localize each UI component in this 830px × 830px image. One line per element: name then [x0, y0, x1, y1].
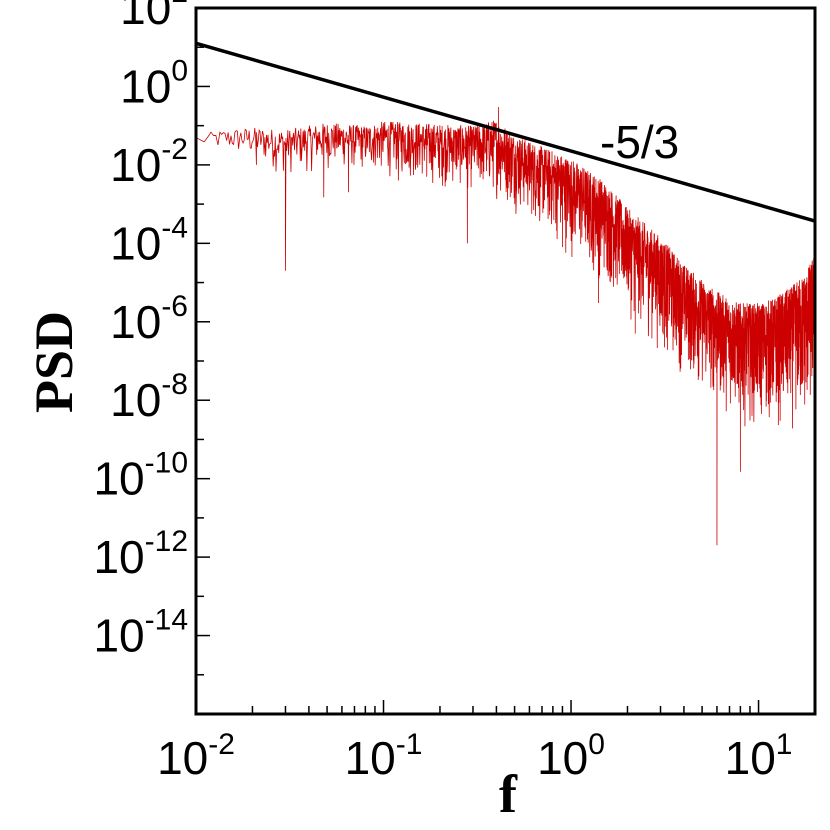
y-tick-exponent: -4: [161, 211, 188, 244]
x-tick-label: 100: [537, 728, 605, 784]
x-tick-exponent: 0: [588, 728, 605, 761]
y-tick-exponent: -2: [161, 133, 188, 166]
y-tick-label: 10-12: [93, 525, 188, 583]
x-tick-labels: 10-2 10-1 100 101: [157, 728, 792, 784]
y-tick-label: 10-2: [110, 133, 188, 191]
y-tick-base: 10: [93, 531, 144, 583]
x-tick-exponent: -2: [208, 728, 235, 761]
y-tick-base: 10: [110, 296, 161, 348]
y-tick-exponent: -14: [145, 604, 188, 637]
x-tick-base: 10: [537, 732, 588, 784]
y-tick-exponent: -6: [161, 290, 188, 323]
y-tick-exponent: -12: [145, 525, 188, 558]
x-tick-label: 10-2: [157, 728, 235, 784]
y-tick-base: 10: [110, 217, 161, 269]
y-tick-base: 10: [93, 453, 144, 505]
x-tick-base: 10: [345, 732, 396, 784]
y-tick-exponent: 0: [171, 54, 188, 87]
psd-series: [196, 106, 815, 546]
x-tick-exponent: -1: [396, 728, 423, 761]
y-tick-base: 10: [120, 0, 171, 34]
y-tick-base: 10: [120, 60, 171, 112]
y-tick-label: 10-8: [110, 368, 188, 426]
y-tick-label: 100: [120, 54, 188, 112]
x-tick-label: 101: [725, 728, 793, 784]
y-tick-label: 10-4: [110, 211, 188, 269]
x-tick-exponent: 1: [776, 728, 793, 761]
y-tick-label: 10-10: [93, 447, 188, 505]
reference-slope-label: -5/3: [600, 116, 679, 168]
reference-line-group: [196, 41, 815, 223]
y-tick-base: 10: [93, 610, 144, 662]
axis-ticks: [195, 7, 816, 715]
reference-slope-line: [196, 41, 815, 223]
x-axis-title: f: [499, 764, 518, 824]
x-tick-base: 10: [157, 732, 208, 784]
y-tick-exponent: -10: [145, 447, 188, 480]
y-tick-exponent: 2: [171, 0, 188, 9]
x-tick-base: 10: [725, 732, 776, 784]
plot-frame: [194, 6, 817, 716]
y-tick-base: 10: [110, 374, 161, 426]
y-tick-exponent: -8: [161, 368, 188, 401]
y-axis-title: PSD: [24, 311, 84, 413]
y-tick-label: 102: [120, 0, 188, 34]
y-tick-label: 10-14: [93, 604, 188, 662]
y-tick-base: 10: [110, 139, 161, 191]
psd-series-line: [196, 106, 815, 546]
x-tick-label: 10-1: [345, 728, 423, 784]
y-tick-label: 10-6: [110, 290, 188, 348]
